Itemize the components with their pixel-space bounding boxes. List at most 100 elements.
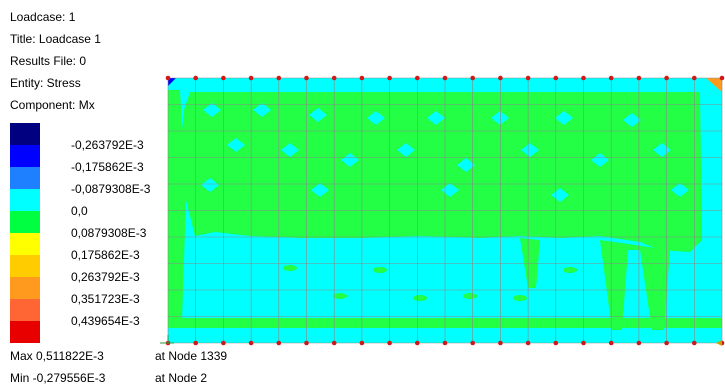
legend-label: 0,263792E-3	[71, 270, 140, 284]
axis-triad-icon	[160, 335, 722, 346]
max-node: at Node 1339	[155, 349, 228, 363]
mesh-node	[608, 75, 614, 81]
legend-swatch	[10, 189, 40, 211]
mesh-node	[581, 75, 586, 81]
field-region	[168, 90, 186, 320]
mesh-node	[692, 340, 697, 346]
field-island	[227, 138, 245, 152]
mesh-node	[276, 340, 282, 346]
mesh-node	[193, 340, 198, 346]
mesh-node	[636, 340, 642, 346]
mesh-node	[692, 75, 697, 81]
field-island	[555, 111, 573, 125]
mesh-node	[553, 75, 559, 81]
legend-swatch	[10, 123, 40, 145]
field-region	[180, 92, 702, 252]
mesh-node	[248, 340, 254, 346]
field-coldspot	[168, 78, 176, 86]
legend-label: 0,439654E-3	[71, 314, 140, 328]
mesh-node	[221, 340, 226, 346]
legend-swatch	[10, 145, 40, 167]
field-island	[341, 153, 359, 167]
mesh-node	[636, 75, 642, 81]
field-region	[600, 240, 670, 330]
mesh-node	[664, 340, 669, 346]
field-island	[281, 143, 299, 157]
legend-label: -0,0879308E-3	[71, 182, 151, 196]
mesh-node	[525, 75, 531, 81]
field-island	[457, 158, 475, 172]
field-island	[427, 111, 445, 125]
mesh-node	[608, 340, 614, 346]
field-island	[311, 183, 329, 197]
field-hotspot	[706, 78, 722, 92]
results-file-label: Results File: 0	[10, 54, 87, 68]
mesh-node	[359, 340, 365, 346]
mesh-node	[470, 75, 476, 81]
mesh-node	[221, 75, 226, 81]
field-island	[413, 295, 427, 301]
mesh-nodes	[165, 75, 725, 346]
field-island	[367, 111, 385, 125]
legend-swatch	[10, 233, 40, 255]
legend-label: -0,263792E-3	[71, 138, 144, 152]
legend-label: 0,175862E-3	[71, 248, 140, 262]
legend-swatch	[10, 167, 40, 189]
end-marker	[716, 340, 722, 346]
mesh-node	[498, 340, 503, 346]
mesh-node	[387, 340, 392, 346]
field-island	[253, 103, 271, 117]
legend-swatch	[10, 299, 40, 321]
max-stat: Max 0,511822E-3 at Node 1339	[10, 349, 227, 363]
legend-swatch	[10, 321, 40, 343]
field-region	[520, 238, 540, 288]
field-island	[623, 113, 641, 127]
mesh-node	[525, 340, 531, 346]
field-island	[513, 295, 527, 301]
legend-swatch	[10, 277, 40, 299]
field-island	[333, 293, 347, 299]
mesh-node	[165, 75, 171, 81]
field-island	[563, 267, 577, 273]
mesh-node	[304, 340, 309, 346]
mesh-node	[359, 75, 365, 81]
field-island	[201, 178, 219, 192]
min-node: at Node 2	[155, 371, 208, 385]
field-island	[373, 267, 387, 273]
mesh-node	[498, 75, 503, 81]
loadcase-label: Loadcase: 1	[10, 10, 76, 24]
mesh-node	[581, 340, 586, 346]
mesh-node	[553, 340, 559, 346]
min-stat: Min -0,279556E-3 at Node 2	[10, 371, 207, 385]
field-island	[309, 108, 327, 122]
field-island	[397, 143, 415, 157]
mesh-node	[415, 340, 420, 346]
title-label: Title: Loadcase 1	[10, 32, 101, 46]
min-value: Min -0,279556E-3	[10, 371, 106, 385]
field-island	[463, 293, 477, 299]
field-island	[441, 183, 459, 197]
entity-label: Entity: Stress	[10, 76, 81, 90]
legend-label: 0,351723E-3	[71, 292, 140, 306]
field-island	[491, 111, 509, 125]
mesh-node	[276, 75, 282, 81]
field-island	[521, 143, 539, 157]
legend-swatch	[10, 211, 40, 233]
mesh-node	[387, 75, 392, 81]
legend-label: 0,0	[71, 204, 88, 218]
mesh-node	[248, 75, 254, 81]
field-island	[203, 103, 221, 117]
mesh-node	[193, 75, 198, 81]
mesh-node	[719, 75, 725, 81]
legend-label: 0,0879308E-3	[71, 226, 147, 240]
mesh-node	[331, 75, 337, 81]
legend-label: -0,175862E-3	[71, 160, 144, 174]
field-island	[283, 265, 297, 271]
mesh-node	[470, 340, 476, 346]
mesh-grid	[167, 77, 723, 344]
mesh-node	[415, 75, 420, 81]
legend-swatch	[10, 255, 40, 277]
mesh-node	[442, 75, 448, 81]
mesh-node	[304, 75, 309, 81]
